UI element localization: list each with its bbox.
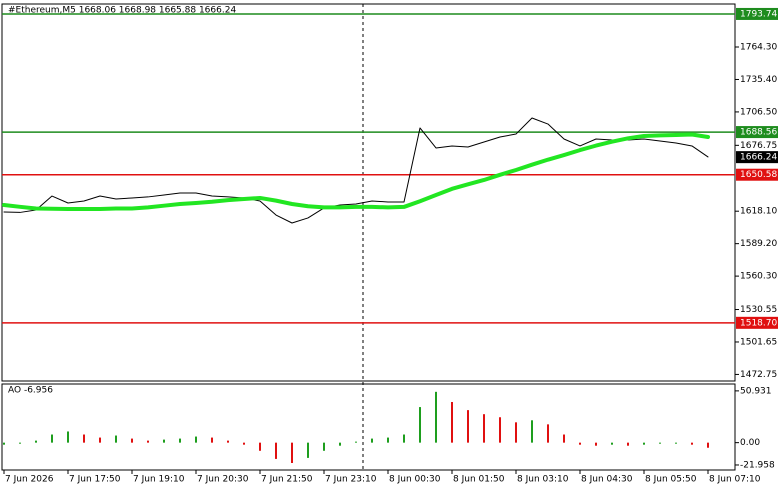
- ao-bar: [195, 436, 197, 443]
- x-tick-label: 8 Jun 07:10: [709, 475, 761, 485]
- indicator-tick-label: 50.931: [740, 386, 772, 396]
- series-line: [3, 117, 709, 224]
- ao-bar: [547, 424, 549, 443]
- ao-bar: [19, 442, 21, 444]
- ao-bar: [707, 442, 709, 448]
- indicator-frame: [1, 383, 736, 471]
- ao-bar: [115, 435, 117, 443]
- ao-bar: [531, 420, 533, 443]
- y-tick-label: 1676.75: [740, 141, 777, 151]
- y-tick-label: 1735.40: [740, 75, 777, 85]
- ao-bar: [371, 438, 373, 443]
- ao-bar: [211, 437, 213, 443]
- ao-bar: [323, 442, 325, 451]
- y-tick-label: 1618.10: [740, 207, 777, 217]
- y-tick-label: 1764.30: [740, 43, 777, 53]
- ao-bar: [339, 442, 341, 446]
- ao-bar: [659, 442, 661, 444]
- ao-bar: [419, 407, 421, 443]
- x-tick-label: 7 Jun 19:10: [133, 475, 185, 485]
- ao-bar: [435, 391, 437, 443]
- ao-bar: [147, 440, 149, 443]
- y-tick-label: 1501.65: [740, 337, 777, 347]
- indicator-title: AO -6.956: [8, 386, 53, 396]
- ao-bar: [627, 442, 629, 446]
- ao-bar: [179, 438, 181, 443]
- x-tick-label: 7 Jun 2026: [5, 475, 54, 485]
- x-tick-label: 7 Jun 21:50: [261, 475, 313, 485]
- ao-bar: [35, 440, 37, 443]
- ao-bar: [3, 442, 5, 445]
- last-price-label: 1666.24: [740, 153, 777, 163]
- level-label: 1518.70: [740, 318, 777, 328]
- y-tick-label: 1530.55: [740, 305, 777, 315]
- ao-bar: [611, 442, 613, 445]
- level-label: 1793.74: [740, 9, 777, 19]
- level-label-box: [736, 316, 778, 329]
- level-label: 1688.56: [740, 128, 777, 138]
- y-tick-label: 1706.50: [740, 107, 777, 117]
- ao-bar: [387, 437, 389, 443]
- level-label-box: [736, 126, 778, 139]
- ao-bar: [291, 442, 293, 463]
- x-tick-label: 8 Jun 01:50: [453, 475, 505, 485]
- ao-bar: [499, 417, 501, 443]
- ao-bar: [691, 442, 693, 445]
- indicator-tick-label: -21.958: [740, 460, 775, 470]
- ao-bar: [67, 431, 69, 443]
- ao-bar: [403, 434, 405, 443]
- main-frame: [1, 3, 736, 382]
- last-price-box: [736, 151, 778, 164]
- series-line: [2, 132, 710, 211]
- ao-bar: [163, 439, 165, 443]
- level-label-box: [736, 168, 778, 181]
- ao-bar: [595, 442, 597, 446]
- ao-bar: [643, 442, 645, 445]
- x-tick-label: 7 Jun 20:30: [197, 475, 249, 485]
- ao-bar: [563, 434, 565, 443]
- y-tick-label: 1560.30: [740, 272, 777, 282]
- x-tick-label: 8 Jun 04:30: [581, 475, 633, 485]
- ao-bar: [131, 438, 133, 443]
- indicator-tick-label: 0.00: [740, 438, 760, 448]
- ao-bar: [51, 434, 53, 443]
- ao-bar: [83, 434, 85, 443]
- level-label-box: [736, 7, 778, 20]
- x-tick-label: 8 Jun 05:50: [645, 475, 697, 485]
- level-label: 1650.58: [740, 170, 777, 180]
- ao-bar: [275, 442, 277, 459]
- chart-title: #Ethereum,M5 1668.06 1668.98 1665.88 166…: [8, 6, 236, 16]
- x-tick-label: 7 Jun 23:10: [325, 475, 377, 485]
- ao-bar: [675, 442, 677, 444]
- ao-bar: [451, 401, 453, 443]
- ao-bar: [259, 442, 261, 451]
- x-tick-label: 7 Jun 17:50: [69, 475, 121, 485]
- ao-bar: [227, 440, 229, 443]
- ao-bar: [307, 442, 309, 458]
- ao-bar: [515, 422, 517, 443]
- x-tick-label: 8 Jun 00:30: [389, 475, 441, 485]
- x-tick-label: 8 Jun 03:10: [517, 475, 569, 485]
- ao-bar: [579, 442, 581, 445]
- ao-bar: [355, 441, 357, 443]
- ao-bar: [99, 437, 101, 443]
- y-tick-label: 1472.75: [740, 370, 777, 380]
- ao-bar: [467, 410, 469, 443]
- ao-bar: [243, 442, 245, 445]
- y-tick-label: 1589.20: [740, 239, 777, 249]
- ao-bar: [483, 414, 485, 443]
